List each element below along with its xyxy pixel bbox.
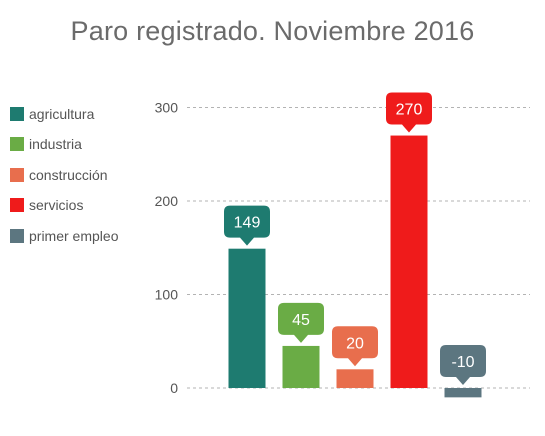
legend-label: construcción <box>29 166 108 183</box>
y-tick-label: 100 <box>155 287 179 303</box>
bar-primer-empleo <box>444 388 482 398</box>
data-label: 270 <box>396 102 423 119</box>
legend-swatch <box>10 228 24 243</box>
y-tick-label: 300 <box>155 100 179 116</box>
data-label-bubble <box>278 302 324 343</box>
legend-item-agricultura: agricultura <box>10 105 118 122</box>
chart-title: Paro registrado. Noviembre 2016 <box>70 16 475 46</box>
legend: agricultura industria construcción servi… <box>10 106 118 259</box>
legend-label: servicios <box>29 197 84 213</box>
y-tick-label: 0 <box>170 380 178 396</box>
legend-item-industria: industria <box>10 136 118 152</box>
data-label: 149 <box>234 215 261 232</box>
data-label-bubble <box>332 326 378 367</box>
data-label-bubble <box>386 92 432 133</box>
legend-swatch <box>10 167 24 182</box>
data-label-bubble <box>224 205 270 246</box>
data-label: 20 <box>346 335 364 352</box>
data-label-bubble <box>440 345 486 385</box>
data-label: 45 <box>292 312 310 329</box>
legend-swatch <box>10 137 24 151</box>
legend-item-servicios: servicios <box>10 197 118 213</box>
y-tick-label: 200 <box>155 193 179 209</box>
legend-swatch <box>10 106 24 121</box>
legend-label: agricultura <box>29 105 95 122</box>
legend-label: industria <box>29 136 82 152</box>
legend-label: primer empleo <box>29 227 119 244</box>
legend-item-construccion: construcción <box>10 166 118 183</box>
bar-industria <box>282 345 320 388</box>
legend-swatch <box>10 198 24 212</box>
legend-item-primer-empleo: primer empleo <box>10 227 119 244</box>
data-label: -10 <box>451 354 474 371</box>
bar-servicios <box>390 135 428 388</box>
bar-agricultura <box>228 248 266 388</box>
bar-construcción <box>336 369 374 388</box>
